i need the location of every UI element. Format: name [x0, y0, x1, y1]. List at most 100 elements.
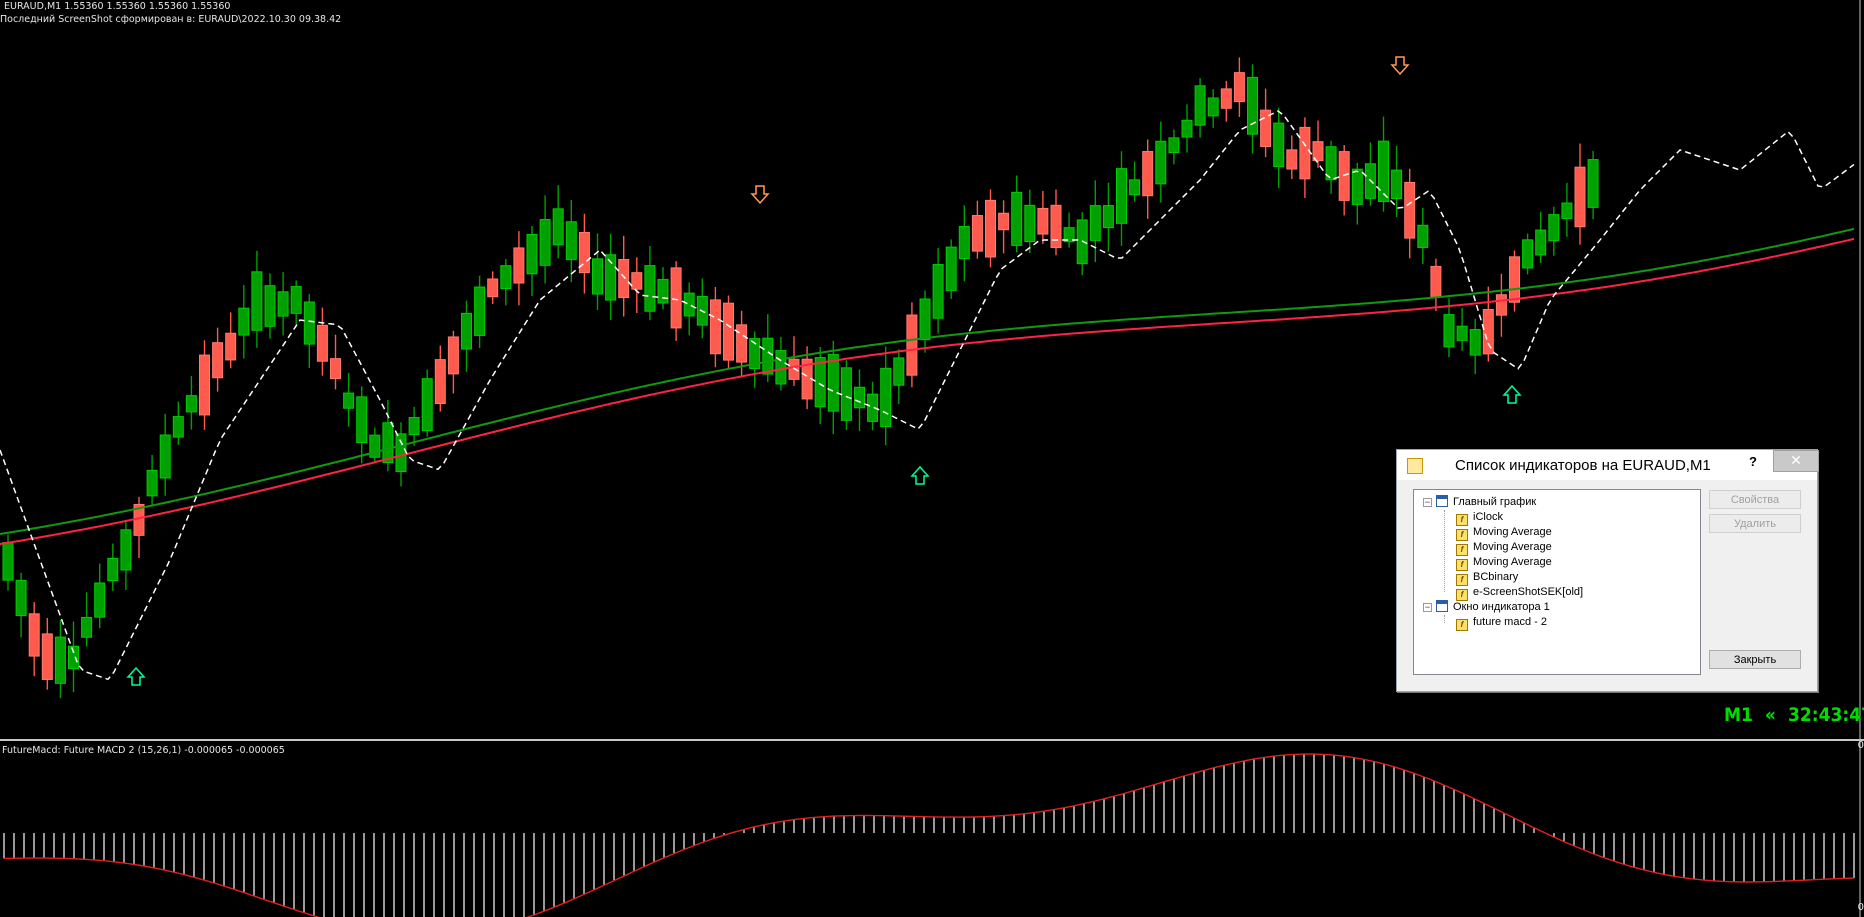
- ma-red-line: [0, 237, 1855, 545]
- candle-body: [906, 314, 918, 376]
- candle-body: [539, 219, 551, 266]
- tree-item-moving-average-3[interactable]: Moving Average: [1456, 554, 1552, 571]
- candle-body: [316, 324, 328, 362]
- candle-body: [592, 258, 603, 295]
- candle-body: [1404, 181, 1416, 239]
- candle-body: [998, 212, 1010, 231]
- candle-body: [644, 265, 656, 312]
- candle-body: [1391, 169, 1403, 200]
- tree-label: Moving Average: [1473, 541, 1552, 553]
- candle-body: [985, 199, 996, 258]
- candle-body: [107, 557, 119, 582]
- close-dialog-button[interactable]: Закрыть: [1709, 650, 1801, 669]
- tree-item-future-macd[interactable]: future macd - 2: [1456, 614, 1547, 631]
- candle-body: [185, 395, 197, 413]
- candle-body: [1495, 294, 1507, 316]
- signal-arrow-down-icon: [750, 185, 770, 205]
- candle-body: [880, 367, 892, 427]
- candle-body: [1129, 179, 1141, 196]
- collapse-subwindow-icon[interactable]: −: [1423, 602, 1432, 612]
- candle-body: [1142, 150, 1154, 197]
- candle-body: [945, 246, 957, 291]
- tree-label: iClock: [1473, 511, 1503, 523]
- tree-item-moving-average-1[interactable]: Moving Average: [1456, 524, 1552, 541]
- candle-body: [1207, 97, 1219, 117]
- candle-body: [1548, 214, 1560, 242]
- candle-body: [81, 616, 93, 638]
- candle-body: [775, 350, 787, 385]
- indicators-dialog: Список индикаторов на EURAUD,M1 ? ✕ − Гл…: [1396, 449, 1819, 692]
- tree-item-iclock[interactable]: iClock: [1456, 509, 1503, 526]
- candle-body: [932, 264, 944, 319]
- tree-label: Moving Average: [1473, 556, 1552, 568]
- candle-body: [1155, 140, 1167, 185]
- properties-button[interactable]: Свойства: [1709, 490, 1801, 509]
- macd-signal-line: [3, 753, 1855, 917]
- candle-body: [1299, 126, 1311, 180]
- candle-body: [1247, 76, 1258, 135]
- candle-body: [958, 225, 970, 260]
- help-button[interactable]: ?: [1749, 454, 1757, 469]
- candle-body: [565, 221, 577, 261]
- candle-body: [68, 645, 79, 670]
- close-x-button[interactable]: ✕: [1773, 450, 1819, 472]
- candle-body: [605, 254, 617, 301]
- candle-body: [277, 291, 289, 317]
- candle-body: [867, 393, 879, 422]
- candle-body: [1378, 140, 1389, 203]
- ma-dashed-line: [0, 110, 1855, 681]
- candle-body: [1102, 205, 1114, 229]
- candle-body: [343, 392, 355, 409]
- candle-body: [1587, 159, 1599, 208]
- candle-body: [120, 529, 132, 571]
- candle-body: [840, 367, 852, 421]
- candle-body: [513, 247, 525, 284]
- candle-body: [434, 359, 446, 405]
- candle-body: [657, 278, 669, 304]
- tree-item-moving-average-2[interactable]: Moving Average: [1456, 539, 1552, 556]
- candle-body: [159, 434, 171, 479]
- candle-body: [1050, 204, 1062, 248]
- tree-item-screenshot-sek[interactable]: e-ScreenShotSEK[old]: [1456, 584, 1583, 601]
- tree-label: Moving Average: [1473, 526, 1552, 538]
- macd-subwindow-header: FutureMacd: Future MACD 2 (15,26,1) -0.0…: [2, 745, 285, 756]
- delete-button[interactable]: Удалить: [1709, 514, 1801, 533]
- candle-body: [461, 312, 472, 350]
- candle-body: [1456, 325, 1468, 341]
- clock-timeframe: M1: [1724, 704, 1753, 726]
- candle-body: [1089, 205, 1101, 241]
- window-icon: [1436, 495, 1448, 507]
- tree-item-bcbinary[interactable]: BCbinary: [1456, 569, 1518, 586]
- candle-body: [1522, 239, 1534, 269]
- candle-body: [1535, 229, 1547, 256]
- candle-body: [1325, 146, 1337, 181]
- candle-body: [1233, 72, 1245, 103]
- candle-body: [736, 324, 748, 363]
- candle-body: [1417, 224, 1429, 248]
- candle-body: [146, 469, 158, 497]
- candle-body: [238, 307, 250, 336]
- dialog-titlebar[interactable]: Список индикаторов на EURAUD,M1 ? ✕: [1397, 450, 1819, 480]
- candle-body: [1220, 88, 1232, 109]
- subwindow-scale-top: 0: [1857, 740, 1864, 751]
- candle-body: [683, 292, 695, 317]
- indicator-tree[interactable]: − Главный график iClock Moving Average M…: [1413, 489, 1701, 675]
- dialog-app-icon: [1407, 458, 1423, 474]
- tree-item-indicator-window-1[interactable]: Окно индикатора 1: [1436, 599, 1550, 615]
- window-icon: [1436, 600, 1448, 612]
- candle-body: [28, 613, 40, 657]
- collapse-main-icon[interactable]: −: [1423, 497, 1432, 507]
- candle-body: [1011, 191, 1023, 246]
- indicator-function-icon: [1456, 559, 1468, 571]
- signal-arrow-up-icon: [910, 465, 930, 485]
- candle-body: [474, 286, 486, 336]
- candle-body: [15, 579, 27, 617]
- tree-item-main-chart[interactable]: Главный график: [1436, 494, 1536, 510]
- indicator-function-icon: [1456, 529, 1468, 541]
- candle-body: [369, 434, 381, 458]
- candle-body: [578, 231, 590, 274]
- candle-body: [225, 332, 237, 361]
- chart-header-quote: EURAUD,M1 1.55360 1.55360 1.55360 1.5536…: [4, 1, 231, 12]
- candle-body: [788, 358, 800, 380]
